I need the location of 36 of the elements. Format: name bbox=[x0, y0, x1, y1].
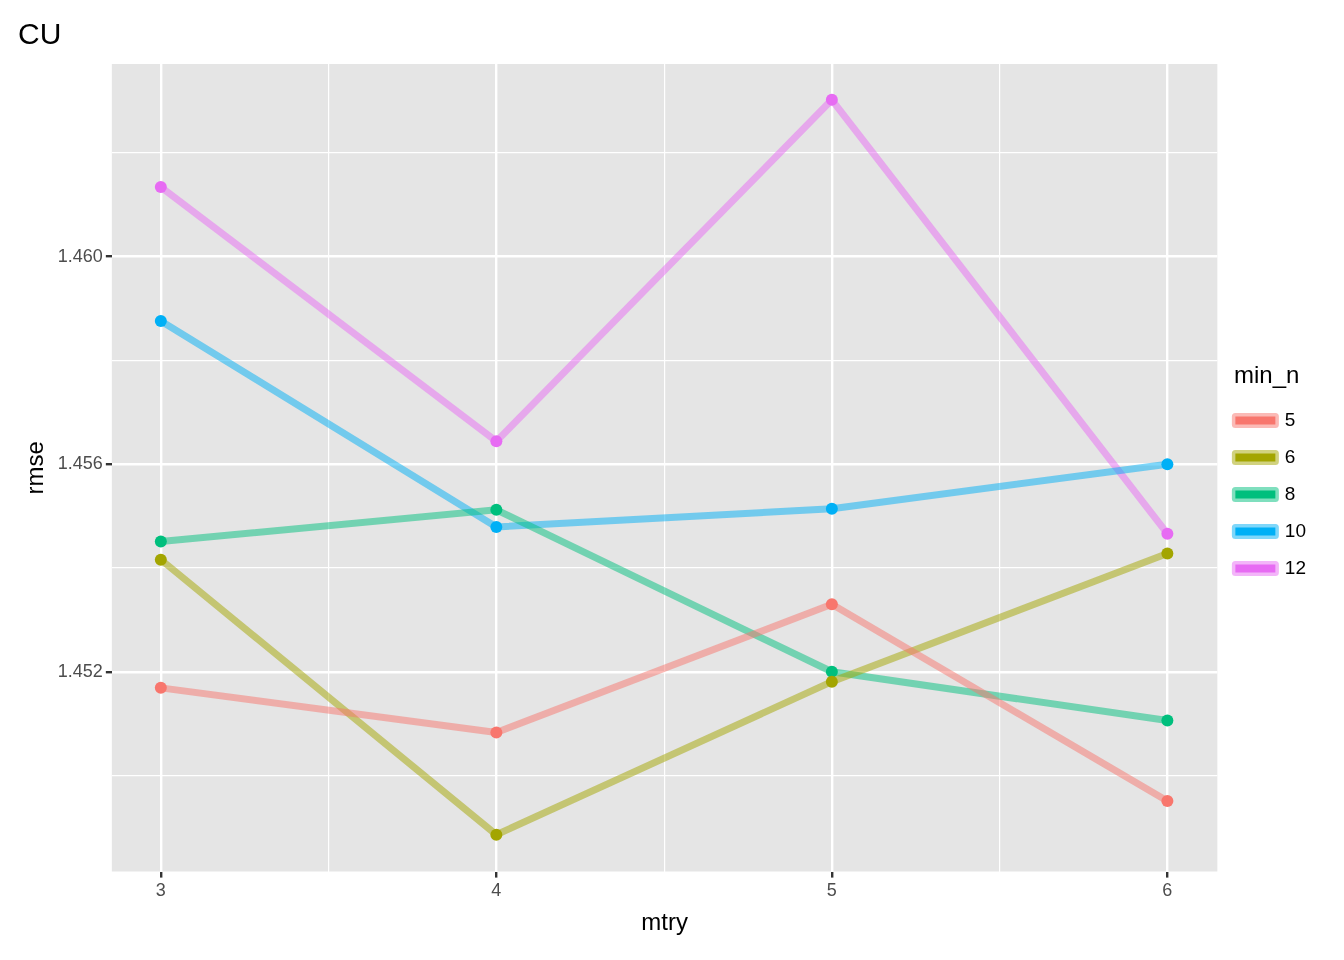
x-axis-title: mtry bbox=[641, 908, 688, 936]
legend-title: min_n bbox=[1234, 360, 1300, 388]
legend-label: 6 bbox=[1284, 445, 1296, 467]
x-tick-label: 6 bbox=[1162, 880, 1173, 901]
point bbox=[825, 675, 838, 688]
x-tick-label: 5 bbox=[826, 880, 837, 901]
point bbox=[825, 598, 838, 611]
point bbox=[1161, 795, 1174, 808]
y-tick-label: 1.452 bbox=[57, 660, 103, 681]
point bbox=[1161, 527, 1174, 540]
point bbox=[490, 726, 503, 739]
legend-label: 5 bbox=[1284, 408, 1296, 430]
point bbox=[825, 665, 838, 678]
y-tick-label: 1.456 bbox=[57, 453, 103, 474]
point bbox=[1161, 547, 1174, 560]
point bbox=[154, 681, 167, 694]
point bbox=[825, 502, 838, 515]
point bbox=[825, 93, 838, 106]
point bbox=[154, 314, 167, 327]
point bbox=[154, 553, 167, 566]
point bbox=[154, 181, 167, 194]
legend-label: 10 bbox=[1284, 519, 1307, 541]
point bbox=[490, 828, 503, 841]
point bbox=[1161, 714, 1174, 727]
legend-label: 8 bbox=[1284, 482, 1296, 504]
point bbox=[490, 503, 503, 516]
point bbox=[1161, 458, 1174, 471]
y-tick-label: 1.460 bbox=[57, 245, 103, 266]
point bbox=[154, 535, 167, 548]
x-tick-label: 3 bbox=[155, 880, 166, 901]
x-tick-label: 4 bbox=[491, 880, 502, 901]
legend-label: 12 bbox=[1284, 556, 1307, 578]
chart-title: CU bbox=[18, 17, 62, 51]
point bbox=[490, 435, 503, 448]
y-axis-title: rmse bbox=[21, 441, 49, 495]
point bbox=[490, 520, 503, 533]
